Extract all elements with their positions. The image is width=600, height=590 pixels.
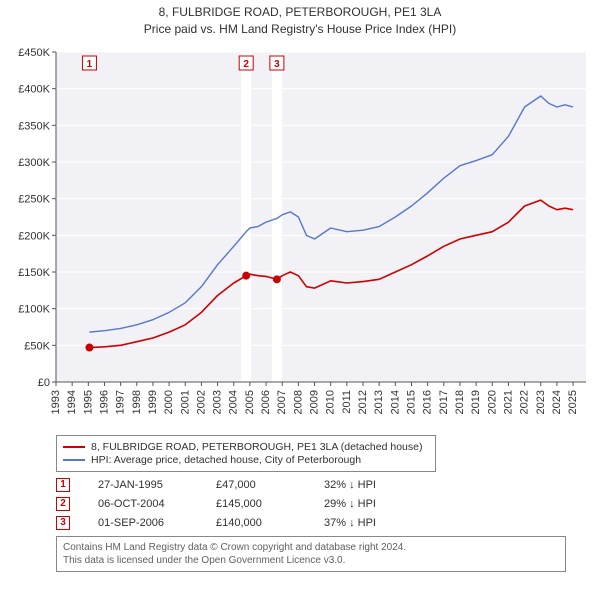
svg-text:2002: 2002 (195, 390, 207, 414)
sale-price: £47,000 (216, 479, 296, 491)
svg-text:1993: 1993 (50, 390, 62, 414)
sale-marker-badge-2: 2 (56, 497, 70, 511)
svg-text:3: 3 (274, 59, 280, 70)
svg-text:2011: 2011 (341, 390, 353, 414)
sale-marker-badge-1: 1 (56, 478, 70, 492)
svg-text:1996: 1996 (98, 390, 110, 414)
figure-root: 8, FULBRIDGE ROAD, PETERBOROUGH, PE1 3LA… (0, 0, 600, 590)
svg-text:£200K: £200K (18, 230, 50, 242)
title-block: 8, FULBRIDGE ROAD, PETERBOROUGH, PE1 3LA… (8, 4, 592, 38)
sale-date: 27-JAN-1995 (98, 479, 188, 491)
svg-text:2001: 2001 (179, 390, 191, 414)
sale-marker-row: 1 27-JAN-1995 £47,000 32% ↓ HPI (56, 478, 586, 492)
svg-text:2021: 2021 (502, 390, 514, 414)
svg-text:1: 1 (87, 59, 93, 70)
attribution-line-1: Contains HM Land Registry data © Crown c… (63, 541, 559, 554)
svg-text:£150K: £150K (18, 267, 50, 279)
svg-text:2005: 2005 (244, 390, 256, 414)
svg-text:£450K: £450K (18, 47, 50, 59)
legend-label-property: 8, FULBRIDGE ROAD, PETERBOROUGH, PE1 3LA… (91, 441, 422, 453)
svg-text:2024: 2024 (551, 390, 563, 414)
svg-text:2004: 2004 (228, 390, 240, 414)
attribution-box: Contains HM Land Registry data © Crown c… (56, 536, 566, 572)
svg-text:2020: 2020 (486, 390, 498, 414)
svg-text:£50K: £50K (24, 340, 50, 352)
sale-delta: 37% ↓ HPI (324, 517, 376, 529)
svg-text:2025: 2025 (567, 390, 579, 414)
sale-marker-row: 2 06-OCT-2004 £145,000 29% ↓ HPI (56, 497, 586, 511)
sale-date: 06-OCT-2004 (98, 498, 188, 510)
attribution-line-2: This data is licensed under the Open Gov… (63, 554, 559, 567)
svg-text:2010: 2010 (325, 390, 337, 414)
sale-marker-table: 1 27-JAN-1995 £47,000 32% ↓ HPI 2 06-OCT… (56, 478, 586, 530)
title-line-2: Price paid vs. HM Land Registry's House … (8, 21, 592, 38)
legend-row-property: 8, FULBRIDGE ROAD, PETERBOROUGH, PE1 3LA… (63, 441, 429, 453)
svg-text:2016: 2016 (422, 390, 434, 414)
sale-delta: 29% ↓ HPI (324, 498, 376, 510)
svg-text:2006: 2006 (260, 390, 272, 414)
svg-text:2013: 2013 (373, 390, 385, 414)
svg-text:£100K: £100K (18, 303, 50, 315)
svg-text:2012: 2012 (357, 390, 369, 414)
svg-text:1994: 1994 (66, 390, 78, 414)
svg-text:1995: 1995 (82, 390, 94, 414)
svg-text:1999: 1999 (147, 390, 159, 414)
svg-text:2007: 2007 (276, 390, 288, 414)
title-line-1: 8, FULBRIDGE ROAD, PETERBOROUGH, PE1 3LA (8, 4, 592, 21)
svg-text:1997: 1997 (115, 390, 127, 414)
svg-text:2003: 2003 (212, 390, 224, 414)
legend-swatch-property (63, 446, 85, 448)
svg-text:£0: £0 (38, 377, 50, 389)
svg-text:1998: 1998 (131, 390, 143, 414)
svg-text:2022: 2022 (519, 390, 531, 414)
svg-text:2015: 2015 (405, 390, 417, 414)
svg-text:2008: 2008 (292, 390, 304, 414)
sale-delta: 32% ↓ HPI (324, 479, 376, 491)
svg-text:2: 2 (243, 59, 249, 70)
svg-text:2019: 2019 (470, 390, 482, 414)
svg-text:2000: 2000 (163, 390, 175, 414)
sale-marker-row: 3 01-SEP-2006 £140,000 37% ↓ HPI (56, 516, 586, 530)
svg-text:£250K: £250K (18, 193, 50, 205)
svg-text:2009: 2009 (309, 390, 321, 414)
sale-price: £145,000 (216, 498, 296, 510)
svg-text:£300K: £300K (18, 157, 50, 169)
svg-text:2023: 2023 (535, 390, 547, 414)
svg-text:£400K: £400K (18, 83, 50, 95)
price-chart: £0 £50K £100K £150K £200K £250K £300K £350K £400… (8, 44, 592, 429)
svg-text:2017: 2017 (438, 390, 450, 414)
sale-price: £140,000 (216, 517, 296, 529)
chart-area: £0 £50K £100K £150K £200K £250K £300K £350K £400… (8, 44, 592, 429)
legend-box: 8, FULBRIDGE ROAD, PETERBOROUGH, PE1 3LA… (56, 435, 436, 472)
sale-date: 01-SEP-2006 (98, 517, 188, 529)
svg-text:2014: 2014 (389, 390, 401, 414)
svg-text:£350K: £350K (18, 120, 50, 132)
legend-row-hpi: HPI: Average price, detached house, City… (63, 454, 429, 466)
legend-label-hpi: HPI: Average price, detached house, City… (91, 454, 361, 466)
legend-swatch-hpi (63, 459, 85, 461)
svg-text:2018: 2018 (454, 390, 466, 414)
sale-marker-badge-3: 3 (56, 516, 70, 530)
